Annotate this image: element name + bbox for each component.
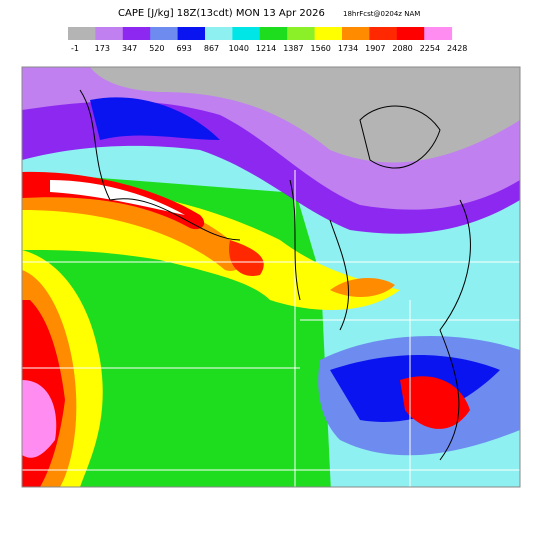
colorbar-swatch	[95, 27, 124, 40]
colorbar-swatch	[369, 27, 398, 40]
map-frame	[21, 66, 521, 488]
colorbar-swatch	[396, 27, 425, 40]
red-south	[400, 376, 470, 429]
colorbar-label: 1734	[338, 44, 358, 53]
colorbar-swatch	[205, 27, 233, 40]
colorbar-label: 520	[149, 44, 164, 53]
colorbar-swatch	[287, 27, 316, 40]
title: CAPE [J/kg] 18Z(13cdt) MON 13 Apr 2026	[118, 8, 325, 19]
colorbar-label: -1	[71, 44, 79, 53]
colorbar-label: 693	[177, 44, 192, 53]
colorbar-label: 2254	[420, 44, 440, 53]
colorbar	[68, 27, 453, 40]
colorbar-label: 1907	[365, 44, 385, 53]
map	[21, 66, 521, 488]
orange-center	[330, 278, 395, 297]
colorbar-label: 2428	[447, 44, 467, 53]
colorbar-swatch	[122, 27, 151, 40]
colorbar-swatch	[177, 27, 206, 40]
colorbar-label: 173	[95, 44, 110, 53]
colorbar-label: 1387	[283, 44, 303, 53]
colorbar-swatch	[424, 27, 453, 40]
subtitle: 18hrFcst@0204z NAM	[343, 10, 420, 18]
gray-region	[22, 67, 520, 163]
orange-band	[22, 180, 242, 271]
colorbar-label: 2080	[392, 44, 412, 53]
colorbar-swatch	[259, 27, 288, 40]
state-borders	[22, 170, 520, 487]
coastlines	[79, 89, 471, 461]
colorbar-label: 1040	[229, 44, 249, 53]
colorbar-label: 347	[122, 44, 137, 53]
red-center	[229, 240, 264, 276]
colorbar-swatch	[68, 27, 96, 40]
colorbar-swatch	[150, 27, 179, 40]
blue-north	[90, 97, 220, 140]
colorbar-swatch	[342, 27, 370, 40]
colorbar-label: 1214	[256, 44, 276, 53]
colorbar-swatch	[314, 27, 343, 40]
colorbar-labels: -1 173 347 520 693 867 1040 1214 1387 1560 1734 190…	[71, 44, 467, 53]
colorbar-label: 867	[204, 44, 219, 53]
pink-west	[22, 380, 57, 458]
colorbar-label: 1560	[311, 44, 331, 53]
white-core	[50, 180, 185, 215]
colorbar-swatch	[232, 27, 261, 40]
